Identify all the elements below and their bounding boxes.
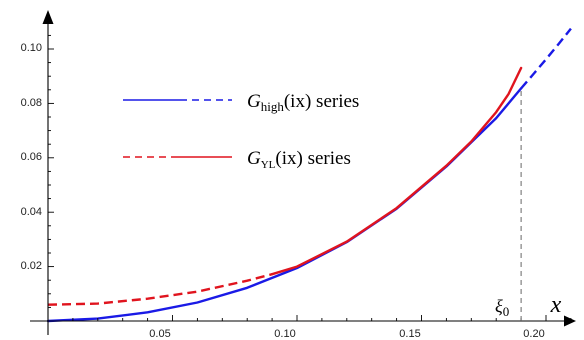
x-axis-arrow <box>564 315 576 327</box>
series-0-solid-line <box>46 87 523 323</box>
tick-marks <box>48 34 572 321</box>
x-tick-label: 0.20 <box>523 328 544 340</box>
xi0-annotation: ξ0 <box>495 88 522 321</box>
y-tick-label: 0.02 <box>21 260 42 272</box>
legend-label-yl: GYL(ix) series <box>247 148 351 171</box>
x-axis-label: x <box>550 292 562 318</box>
y-tick-labels: 0.02 0.04 0.06 0.08 0.10 <box>21 42 42 272</box>
plot-curves <box>46 27 572 323</box>
x-tick-labels: 0.05 0.10 0.15 0.20 <box>149 328 544 340</box>
series-1-solid-line <box>270 66 523 276</box>
legend-entry-high: Ghigh(ix) series <box>123 91 359 114</box>
axes <box>30 10 576 335</box>
x-tick-label: 0.05 <box>149 328 170 340</box>
x-tick-label: 0.15 <box>399 328 420 340</box>
legend: Ghigh(ix) series GYL(ix) series <box>123 91 359 171</box>
y-axis-arrow <box>42 10 54 24</box>
xi0-label: ξ0 <box>495 296 509 319</box>
legend-entry-yl: GYL(ix) series <box>123 148 351 171</box>
series-0-dashed-line <box>520 27 572 90</box>
y-tick-label: 0.08 <box>21 97 42 109</box>
y-tick-label: 0.04 <box>21 206 42 218</box>
y-tick-label: 0.06 <box>21 151 42 163</box>
y-tick-label: 0.10 <box>21 42 42 54</box>
legend-label-high: Ghigh(ix) series <box>247 91 359 114</box>
x-tick-label: 0.10 <box>274 328 295 340</box>
